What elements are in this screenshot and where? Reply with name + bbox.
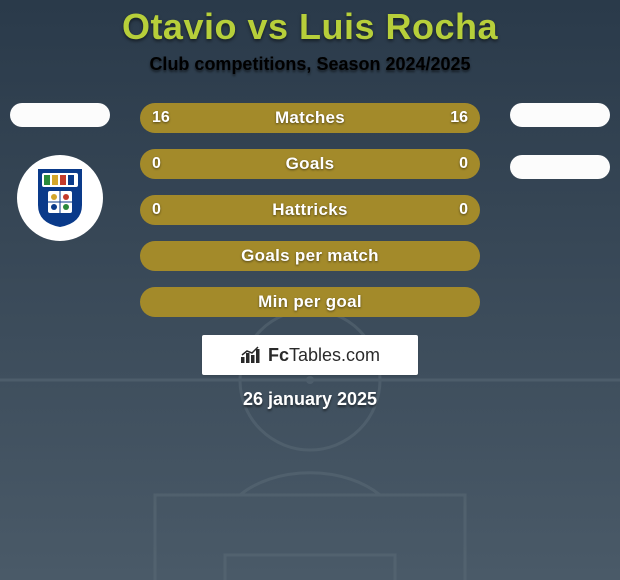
stat-row-matches: 16 Matches 16 [140, 103, 480, 133]
comparison-area: 16 Matches 16 0 Goals 0 0 Hattricks 0 Go… [0, 103, 620, 317]
player-right-column [500, 103, 620, 207]
stat-row-goals-per-match: Goals per match [140, 241, 480, 271]
bar-chart-icon [240, 346, 262, 364]
player-right-avatar [510, 103, 610, 127]
stat-value-right: 0 [459, 155, 468, 173]
watermark: FcTables.com [202, 335, 418, 375]
porto-crest-icon [34, 167, 86, 229]
player-right-club-placeholder [510, 155, 610, 179]
watermark-text: FcTables.com [268, 345, 380, 366]
stat-row-hattricks: 0 Hattricks 0 [140, 195, 480, 225]
stat-rows: 16 Matches 16 0 Goals 0 0 Hattricks 0 Go… [140, 103, 480, 317]
stat-label: Hattricks [272, 200, 347, 220]
player-left-club-badge [17, 155, 103, 241]
stat-label: Min per goal [258, 292, 362, 312]
stat-row-min-per-goal: Min per goal [140, 287, 480, 317]
comparison-date: 26 january 2025 [243, 389, 377, 410]
player-left-avatar [10, 103, 110, 127]
stat-label: Goals per match [241, 246, 379, 266]
stat-row-goals: 0 Goals 0 [140, 149, 480, 179]
stat-label: Goals [286, 154, 335, 174]
comparison-title: Otavio vs Luis Rocha [122, 6, 498, 48]
stat-value-right: 16 [450, 109, 468, 127]
stat-value-right: 0 [459, 201, 468, 219]
player-left-column [0, 103, 120, 241]
stat-value-left: 0 [152, 155, 161, 173]
stat-label: Matches [275, 108, 345, 128]
comparison-subtitle: Club competitions, Season 2024/2025 [149, 54, 470, 75]
stat-value-left: 0 [152, 201, 161, 219]
stat-value-left: 16 [152, 109, 170, 127]
